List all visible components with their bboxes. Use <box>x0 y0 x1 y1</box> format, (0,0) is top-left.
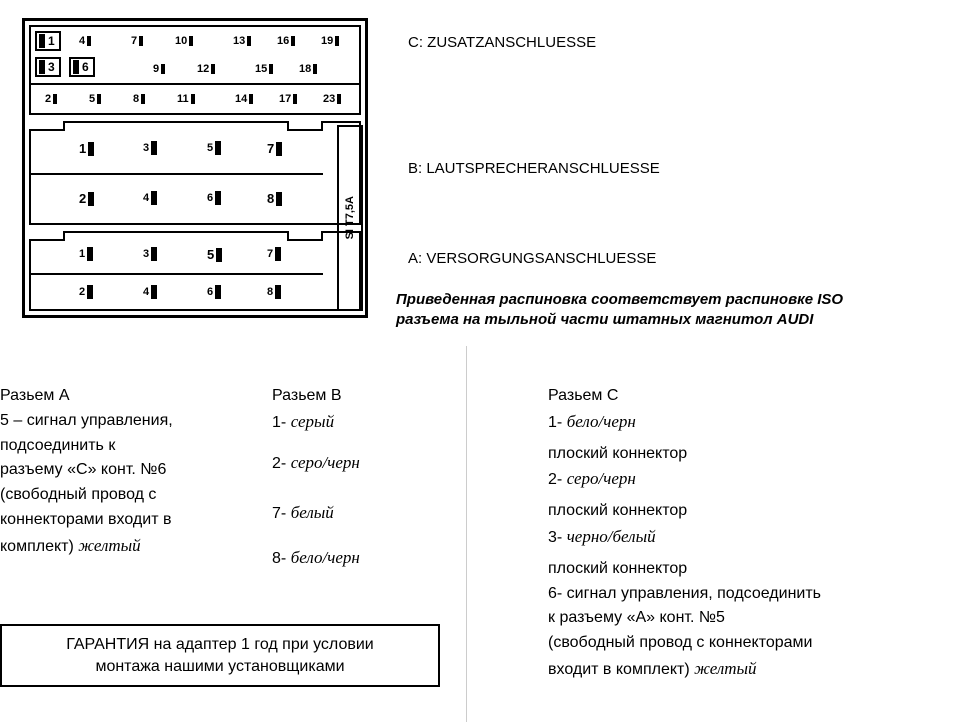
pin-c-7: 7 <box>131 35 143 47</box>
pin-a-8: 8 <box>267 285 281 299</box>
pin-a-3: 3 <box>143 247 157 261</box>
column-b: Разьем В 1- серый 2- серо/черн 7- белый … <box>272 384 492 578</box>
section-a: 1 3 5 7 2 4 6 8 <box>29 231 361 311</box>
pin-b-1: 1 <box>79 141 94 156</box>
pin-c-2: 2 <box>45 93 57 105</box>
pin-b-8: 8 <box>267 191 282 206</box>
pin-b-3: 3 <box>143 141 157 155</box>
pin-c-14: 14 <box>235 93 253 105</box>
pin-c-11: 11 <box>177 93 195 105</box>
pin-c-23: 23 <box>323 93 341 105</box>
col-c-title: Разьем С <box>548 384 948 409</box>
section-b: 1 3 5 7 2 4 6 8 <box>29 121 361 225</box>
pin-a-6: 6 <box>207 285 221 299</box>
label-a: A: VERSORGUNGSANSCHLUESSE <box>408 250 656 267</box>
pin-c-18: 18 <box>299 63 317 75</box>
pin-b-6: 6 <box>207 191 221 205</box>
label-c: C: ZUSATZANSCHLUESSE <box>408 34 596 51</box>
pin-c-16: 16 <box>277 35 295 47</box>
pin-b-5: 5 <box>207 141 221 155</box>
pin-a-5: 5 <box>207 247 222 262</box>
pin-c-10: 10 <box>175 35 193 47</box>
pin-c-1: 1 <box>35 31 61 51</box>
pin-c-5: 5 <box>89 93 101 105</box>
pin-a-2: 2 <box>79 285 93 299</box>
pin-c-4: 4 <box>79 35 91 47</box>
connector-diagram: 1 3 6 4 7 10 13 16 19 9 12 15 18 2 5 8 1… <box>22 18 368 318</box>
pin-b-2: 2 <box>79 191 94 206</box>
hand-yellow-c: желтый <box>694 659 756 678</box>
column-a: Разьем А 5 – сигнал управления, подсоеди… <box>0 384 260 560</box>
pin-c-19: 19 <box>321 35 339 47</box>
pin-c-8: 8 <box>133 93 145 105</box>
pin-c-12: 12 <box>197 63 215 75</box>
pin-c-9: 9 <box>153 63 165 75</box>
col-b-title: Разьем В <box>272 384 492 409</box>
iso-note: Приведенная распиновка соответствует рас… <box>396 290 950 331</box>
pin-a-1: 1 <box>79 247 93 261</box>
pin-b-7: 7 <box>267 141 282 156</box>
pin-c-6: 6 <box>69 57 95 77</box>
warranty-box: ГАРАНТИЯ на адаптер 1 год при условии мо… <box>0 624 440 687</box>
section-c: 1 3 6 4 7 10 13 16 19 9 12 15 18 2 5 8 1… <box>29 25 361 115</box>
pin-c-3: 3 <box>35 57 61 77</box>
pin-a-7: 7 <box>267 247 281 261</box>
fuse-label: SI T7,5A <box>344 196 356 239</box>
label-b: B: LAUTSPRECHERANSCHLUESSE <box>408 160 660 177</box>
pin-a-4: 4 <box>143 285 157 299</box>
pin-b-4: 4 <box>143 191 157 205</box>
pin-c-17: 17 <box>279 93 297 105</box>
hand-yellow-a: желтый <box>78 536 140 555</box>
fuse-box: SI T7,5A <box>337 125 363 311</box>
pin-c-13: 13 <box>233 35 251 47</box>
pin-c-15: 15 <box>255 63 273 75</box>
column-c: Разьем С 1- бело/черн плоский коннектор … <box>548 384 948 683</box>
col-a-title: Разьем А <box>0 384 260 409</box>
